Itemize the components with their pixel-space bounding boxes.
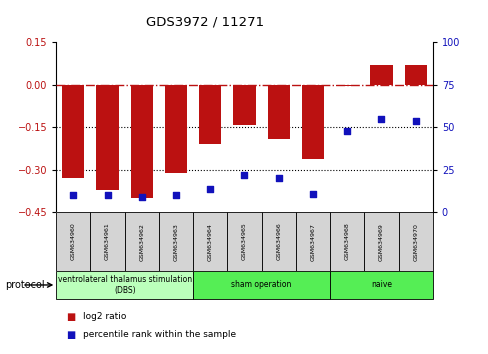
Text: GSM634965: GSM634965 bbox=[242, 223, 246, 261]
Bar bbox=[404, 65, 426, 85]
Text: sham operation: sham operation bbox=[231, 280, 291, 290]
Bar bbox=[369, 65, 392, 85]
Text: GSM634964: GSM634964 bbox=[207, 223, 212, 261]
Bar bbox=[193, 271, 329, 299]
Text: GDS3972 / 11271: GDS3972 / 11271 bbox=[146, 16, 264, 29]
Text: ventrolateral thalamus stimulation
(DBS): ventrolateral thalamus stimulation (DBS) bbox=[58, 275, 191, 295]
Bar bbox=[199, 85, 221, 144]
Point bbox=[138, 194, 145, 200]
Bar bbox=[329, 271, 432, 299]
Text: percentile rank within the sample: percentile rank within the sample bbox=[83, 330, 236, 339]
Point bbox=[206, 186, 214, 192]
Bar bbox=[227, 212, 261, 271]
Point bbox=[69, 193, 77, 198]
Bar bbox=[364, 212, 398, 271]
Text: ■: ■ bbox=[66, 330, 75, 339]
Bar bbox=[56, 212, 90, 271]
Point bbox=[308, 191, 316, 196]
Point bbox=[172, 193, 180, 198]
Text: log2 ratio: log2 ratio bbox=[83, 312, 126, 321]
Bar bbox=[159, 212, 193, 271]
Bar bbox=[335, 85, 358, 86]
Point bbox=[274, 176, 282, 181]
Text: GSM634969: GSM634969 bbox=[378, 223, 383, 261]
Bar bbox=[96, 85, 119, 190]
Bar bbox=[164, 85, 187, 173]
Text: ■: ■ bbox=[66, 312, 75, 322]
Bar bbox=[301, 85, 324, 159]
Point bbox=[377, 116, 385, 122]
Bar bbox=[295, 212, 329, 271]
Bar bbox=[56, 271, 193, 299]
Point bbox=[343, 128, 350, 134]
Text: GSM634960: GSM634960 bbox=[71, 223, 76, 261]
Point bbox=[240, 172, 248, 178]
Text: GSM634968: GSM634968 bbox=[344, 223, 349, 261]
Bar bbox=[233, 85, 255, 125]
Bar bbox=[193, 212, 227, 271]
Bar bbox=[261, 212, 295, 271]
Point bbox=[411, 118, 419, 124]
Text: GSM634967: GSM634967 bbox=[310, 223, 315, 261]
Point bbox=[103, 193, 111, 198]
Text: GSM634962: GSM634962 bbox=[139, 223, 144, 261]
Text: GSM634963: GSM634963 bbox=[173, 223, 178, 261]
Text: naive: naive bbox=[370, 280, 391, 290]
Bar bbox=[90, 212, 124, 271]
Bar bbox=[124, 212, 159, 271]
Text: protocol: protocol bbox=[5, 280, 44, 290]
Text: GSM634970: GSM634970 bbox=[412, 223, 417, 261]
Bar bbox=[267, 85, 289, 139]
Bar bbox=[329, 212, 364, 271]
Bar bbox=[398, 212, 432, 271]
Text: GSM634966: GSM634966 bbox=[276, 223, 281, 261]
Bar bbox=[130, 85, 153, 198]
Text: GSM634961: GSM634961 bbox=[105, 223, 110, 261]
Bar bbox=[62, 85, 84, 178]
